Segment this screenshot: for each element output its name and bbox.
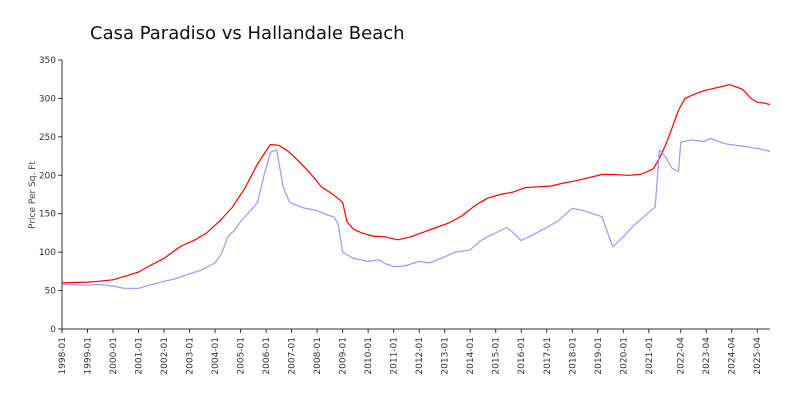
y-tick-label: 50 [45, 287, 57, 297]
x-tick-label: 2009-01 [339, 337, 349, 375]
x-tick-label: 2007-01 [288, 337, 298, 375]
x-tick-label: 2005-01 [237, 337, 247, 375]
y-tick-label: 300 [39, 94, 56, 104]
y-tick-label: 150 [39, 210, 56, 220]
x-tick-label: 2004-01 [211, 337, 221, 375]
x-tick-label: 2019-01 [594, 337, 604, 375]
series-line-1 [61, 84, 771, 284]
x-tick-label: 2020-01 [619, 337, 629, 375]
chart-title: Casa Paradiso vs Hallandale Beach [90, 23, 405, 44]
x-tick-label: 2016-01 [517, 337, 527, 375]
y-tick-label: 200 [39, 171, 56, 181]
x-tick-label: 2015-01 [492, 337, 502, 375]
x-tick-label: 2024-04 [728, 337, 738, 375]
x-tick-label: 2000-01 [109, 337, 119, 375]
y-tick-label: 350 [39, 56, 56, 66]
y-tick-label: 0 [50, 325, 56, 335]
x-tick-label: 2006-01 [262, 337, 272, 375]
x-tick-label: 2003-01 [186, 337, 196, 375]
x-tick-label: 2014-01 [466, 337, 476, 375]
x-tick-label: 2001-01 [135, 337, 145, 375]
x-tick-label: 2021-01 [645, 337, 655, 375]
x-tick-label: 2013-01 [441, 337, 451, 375]
x-tick-label: 1999-01 [84, 337, 94, 375]
series-group [61, 84, 771, 289]
x-tick-label: 2008-01 [313, 337, 323, 375]
y-tick-label: 100 [39, 248, 56, 258]
x-tick-label: 2018-01 [568, 337, 578, 375]
x-tick-label: 2025-04 [753, 337, 763, 375]
x-tick-label: 2011-01 [390, 337, 400, 375]
y-tick-label: 250 [39, 133, 56, 143]
x-tick-label: 2022-04 [677, 337, 687, 375]
x-tick-label: 2017-01 [543, 337, 553, 375]
x-tick-label: 1998-01 [58, 337, 68, 375]
y-axis-label: Price Per Sq. Ft [28, 161, 38, 229]
x-tick-label: 2010-01 [364, 337, 374, 375]
x-tick-label: 2023-04 [702, 337, 712, 375]
x-tick-label: 2002-01 [160, 337, 170, 375]
series-line-2 [61, 137, 771, 289]
axes: 0 50 100 150 200 250 300 350 1998-01 1999-01 2000-… [39, 56, 770, 375]
x-tick-label: 2012-01 [415, 337, 425, 375]
